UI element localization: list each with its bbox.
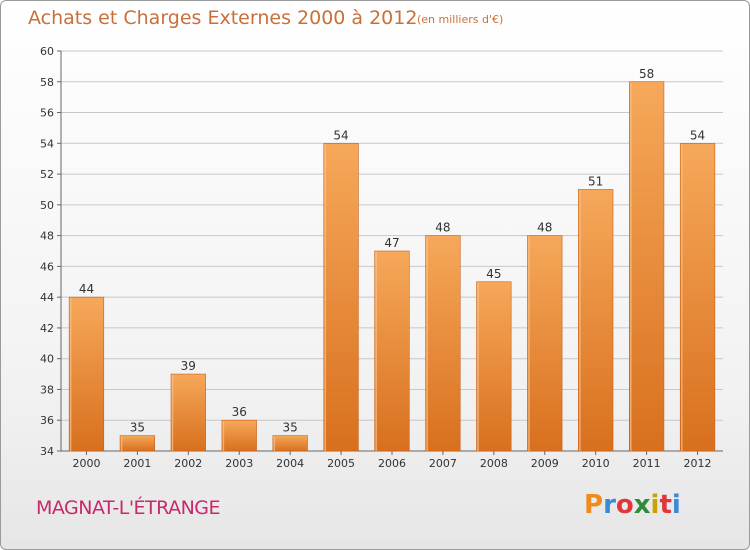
bar <box>679 143 716 452</box>
x-tick-label: 2001 <box>123 457 151 470</box>
logo-letter: r <box>603 490 616 520</box>
data-label: 48 <box>435 221 450 235</box>
y-tick-label: 36 <box>40 414 54 427</box>
x-tick-label: 2000 <box>72 457 100 470</box>
bars <box>68 81 716 452</box>
labels: 34 36 38 40 42 44 46 48 50 52 54 56 58 60 44 2000 35 2001… <box>40 45 712 470</box>
y-tick-label: 42 <box>40 322 54 335</box>
y-tick-label: 46 <box>40 260 54 273</box>
bar <box>323 143 359 452</box>
x-tick-label: 2007 <box>429 457 457 470</box>
y-tick-label: 56 <box>40 107 54 120</box>
y-tick-label: 44 <box>40 291 54 304</box>
commune-name: MAGNAT-L'ÉTRANGE <box>36 497 221 519</box>
x-tick-label: 2006 <box>378 457 406 470</box>
data-label: 51 <box>588 174 603 188</box>
y-tick-label: 58 <box>40 76 54 89</box>
logo-letter: t <box>659 490 672 520</box>
data-label: 47 <box>384 236 399 250</box>
chart-title: Achats et Charges Externes 2000 à 2012 <box>28 7 418 29</box>
x-tick-label: 2003 <box>225 457 253 470</box>
y-tick-label: 40 <box>40 353 54 366</box>
bar <box>425 235 461 452</box>
bar <box>629 81 665 452</box>
bar <box>578 189 614 452</box>
bar <box>527 235 563 452</box>
data-label: 58 <box>639 67 654 81</box>
x-tick-label: 2002 <box>174 457 202 470</box>
data-label: 36 <box>232 405 247 419</box>
x-tick-label: 2009 <box>531 457 559 470</box>
y-tick-label: 48 <box>40 230 54 243</box>
logo-letter: o <box>615 490 634 520</box>
x-tick-label: 2005 <box>327 457 355 470</box>
logo-letter: P <box>584 490 604 520</box>
x-tick-label: 2004 <box>276 457 304 470</box>
data-label: 35 <box>130 421 145 435</box>
y-tick-label: 52 <box>40 168 54 181</box>
y-tick-label: 60 <box>40 45 54 58</box>
x-tick-label: 2011 <box>633 457 661 470</box>
y-tick-label: 50 <box>40 199 54 212</box>
data-label: 54 <box>333 128 348 142</box>
bar <box>170 373 206 452</box>
data-label: 54 <box>690 128 705 142</box>
bar <box>68 296 105 452</box>
data-label: 39 <box>181 359 196 373</box>
y-tick-label: 34 <box>40 445 54 458</box>
y-tick-label: 38 <box>40 383 54 396</box>
x-tick-label: 2010 <box>582 457 610 470</box>
data-label: 48 <box>537 221 552 235</box>
logo-letter: i <box>671 490 681 520</box>
x-tick-label: 2008 <box>480 457 508 470</box>
logo-letter: x <box>633 490 651 520</box>
chart-subtitle: (en milliers d'€) <box>417 13 504 26</box>
bar <box>374 250 410 452</box>
x-tick-label: 2012 <box>684 457 712 470</box>
y-tick-label: 54 <box>40 137 54 150</box>
bar <box>119 435 155 452</box>
data-label: 35 <box>283 421 298 435</box>
bar <box>221 419 257 452</box>
proxiti-logo[interactable]: Proxiti <box>584 490 681 520</box>
bar <box>476 281 512 452</box>
logo-letter: i <box>650 490 660 520</box>
data-label: 44 <box>79 282 94 296</box>
data-label: 45 <box>486 267 501 281</box>
bar <box>272 435 308 452</box>
